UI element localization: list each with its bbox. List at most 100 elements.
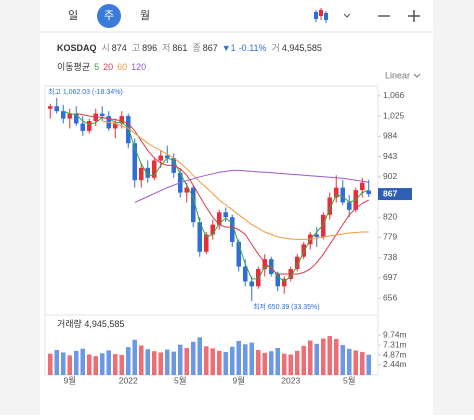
candle-body — [132, 143, 138, 181]
candle-body — [249, 281, 255, 287]
zoom-in[interactable] — [408, 10, 420, 22]
volume-bar — [86, 354, 92, 375]
candle-body — [119, 116, 125, 124]
x-tick-label: 5월 — [343, 375, 356, 385]
volume-bar — [80, 348, 86, 375]
vy-tick-label: 4.87m — [383, 349, 407, 359]
legend-entry: 5 — [94, 62, 99, 72]
volume-bar — [340, 345, 346, 375]
volume-bar — [197, 337, 203, 375]
candle-body — [184, 187, 190, 193]
volume-bar — [327, 336, 333, 375]
ma-line — [134, 169, 369, 203]
price-tag: 867 — [383, 188, 397, 198]
candle-body — [203, 234, 209, 252]
ma-title: 이동평균 — [57, 62, 90, 72]
candle-body — [54, 106, 60, 112]
volume-bar — [171, 351, 177, 375]
volume-bar — [301, 345, 307, 375]
candle-body — [151, 160, 157, 178]
price-tag-bg — [378, 188, 412, 201]
y-tick-label: 738 — [383, 252, 397, 262]
tab-day[interactable]: 일 — [68, 8, 78, 22]
volume-bar — [307, 340, 313, 375]
candle-body — [80, 123, 86, 131]
summary-value: 874 — [112, 43, 127, 53]
candle-body — [333, 187, 339, 198]
candle-body — [242, 266, 248, 282]
side-margin — [433, 0, 474, 415]
ma-line — [102, 120, 369, 240]
volume-bar — [112, 354, 118, 375]
y-tick-label: 902 — [383, 171, 397, 181]
candle-body — [93, 113, 99, 122]
y-tick-label: 779 — [383, 232, 397, 242]
tab-week[interactable]: 주 — [104, 10, 114, 22]
legend-entry: 60 — [117, 62, 127, 72]
candle-body — [366, 190, 372, 195]
max-annotation: 최고 1,062.03 (-18.34%) — [48, 87, 123, 96]
candle-body — [340, 187, 346, 203]
volume-bar — [229, 346, 235, 375]
volume-bar — [275, 347, 281, 375]
y-tick-label: 1,066 — [383, 90, 405, 100]
volume-bar — [184, 347, 190, 375]
chart-type-icon[interactable] — [314, 8, 328, 23]
x-tick-label: 2022 — [119, 375, 138, 385]
candle-body — [47, 106, 53, 109]
ma-line — [76, 113, 370, 275]
vy-tick-label: 7.31m — [383, 339, 407, 349]
y-tick-label: 697 — [383, 272, 397, 282]
y-tick-label: 1,025 — [383, 110, 405, 120]
volume-bar — [210, 348, 216, 375]
volume-bar — [242, 344, 248, 375]
summary-label: 종 — [192, 43, 200, 53]
y-tick-label: 984 — [383, 131, 397, 141]
candle-body — [125, 116, 131, 144]
tab-month[interactable]: 월 — [140, 9, 150, 22]
volume-bar — [255, 349, 261, 375]
summary-label: 시 — [102, 43, 110, 53]
x-tick-label: 2023 — [281, 375, 300, 385]
volume-bar — [314, 343, 320, 375]
x-tick-label: 9월 — [63, 375, 76, 385]
volume-bar — [359, 352, 365, 375]
side-margin — [0, 0, 40, 415]
scale-dropdown[interactable] — [413, 73, 421, 78]
y-tick-label: 656 — [383, 292, 397, 302]
volume-bar — [67, 355, 73, 375]
candle-body — [112, 123, 118, 129]
summary-label: 저 — [162, 43, 170, 53]
y-tick-label: 820 — [383, 211, 397, 221]
scale-mode[interactable]: Linear — [385, 70, 410, 80]
volume-bar — [73, 350, 79, 375]
legend-entry: 20 — [103, 62, 113, 72]
candle-body — [67, 113, 73, 119]
volume-bar — [262, 352, 268, 375]
volume-bar — [216, 350, 222, 375]
candle-body — [197, 222, 203, 252]
candle-body — [320, 214, 326, 237]
volume-bar — [164, 349, 170, 375]
candle-body — [294, 256, 300, 270]
volume-bar — [249, 342, 255, 375]
min-annotation: 최저 650.39 (33.35%) — [253, 302, 320, 311]
candle-body — [223, 212, 229, 218]
summary-value: 867 — [203, 43, 218, 53]
dropdown-arrow[interactable] — [343, 13, 351, 18]
volume-bar — [294, 350, 300, 375]
volume-bar — [320, 338, 326, 375]
volume-bar — [236, 340, 242, 375]
candle-body — [229, 217, 235, 242]
volume-bar — [60, 352, 66, 375]
candle-body — [255, 269, 261, 287]
vy-tick-label: 9.74m — [383, 329, 407, 339]
volume-bar — [99, 353, 105, 375]
candle-body — [262, 259, 268, 270]
volume-title: 거래량 4,945,585 — [57, 318, 124, 329]
volume-bar — [288, 354, 294, 375]
ma-legend: 이동평균 5 20 60 120 — [57, 62, 146, 72]
volume-bar — [190, 341, 196, 375]
volume-bar — [223, 352, 229, 375]
candle-body — [327, 197, 333, 215]
